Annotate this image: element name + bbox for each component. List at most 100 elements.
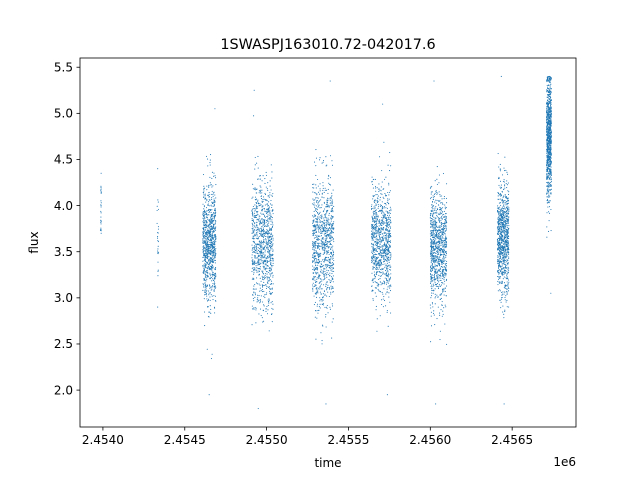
data-point [375, 190, 377, 192]
data-point [439, 238, 442, 240]
data-point [432, 290, 434, 292]
data-point [327, 178, 329, 180]
data-point [269, 217, 271, 219]
data-point [384, 194, 387, 196]
data-point [202, 236, 204, 238]
data-point [322, 217, 324, 219]
data-point [269, 256, 271, 258]
data-point [431, 250, 433, 252]
data-point [260, 195, 262, 198]
data-point [440, 245, 442, 247]
data-point [432, 292, 434, 294]
data-point [214, 234, 216, 236]
data-point [208, 250, 210, 252]
data-point [496, 227, 499, 229]
data-point [386, 259, 389, 261]
data-point [260, 259, 262, 261]
data-point [438, 204, 440, 206]
data-point [259, 254, 261, 256]
data-point [205, 242, 207, 244]
data-point [327, 245, 329, 248]
data-point [267, 250, 269, 253]
data-point [204, 195, 206, 197]
data-point [272, 303, 274, 305]
data-point [434, 270, 436, 272]
data-point [320, 228, 322, 231]
data-point [100, 191, 102, 193]
data-point [371, 215, 373, 217]
data-point [444, 206, 446, 208]
data-point [264, 238, 267, 240]
data-point [374, 199, 376, 201]
data-point [372, 226, 374, 228]
data-point [372, 237, 374, 239]
data-point [439, 330, 441, 332]
data-point [324, 217, 326, 219]
data-point [253, 235, 256, 237]
data-point [255, 237, 257, 239]
data-point [157, 240, 159, 242]
data-point [271, 287, 273, 289]
data-point [390, 312, 392, 314]
data-point [212, 245, 214, 247]
data-point [210, 269, 212, 271]
data-point [432, 257, 434, 259]
data-point [204, 276, 206, 278]
data-point [380, 259, 382, 261]
data-point [443, 213, 445, 215]
data-point [314, 209, 316, 211]
data-point [270, 264, 272, 266]
data-point [330, 236, 332, 238]
data-point [382, 239, 385, 241]
data-point [204, 284, 206, 286]
data-point [270, 269, 272, 272]
data-point [209, 299, 211, 301]
data-point [259, 284, 261, 286]
data-point [505, 197, 507, 199]
data-point [211, 254, 213, 256]
data-point [500, 227, 502, 229]
data-point [270, 262, 272, 264]
data-point [499, 180, 502, 182]
data-point [267, 301, 270, 303]
data-point [383, 188, 385, 190]
data-point [260, 240, 262, 242]
data-point [202, 266, 204, 268]
data-point [257, 256, 259, 258]
data-point [214, 228, 216, 230]
data-point [269, 203, 272, 205]
data-point [316, 303, 319, 305]
data-point [445, 236, 447, 239]
data-point [266, 224, 268, 226]
data-point [253, 291, 255, 293]
data-point [214, 222, 216, 224]
data-point [204, 311, 206, 313]
data-point [213, 261, 215, 263]
data-point [387, 247, 389, 249]
data-point [376, 267, 378, 269]
data-point [377, 242, 379, 245]
data-point [252, 260, 254, 262]
data-point [212, 242, 214, 244]
data-point [373, 251, 375, 254]
data-point [384, 263, 386, 265]
data-point [439, 279, 441, 281]
data-point [157, 306, 159, 308]
data-point [259, 302, 261, 304]
data-point [211, 248, 213, 250]
data-point [254, 187, 256, 189]
data-point [264, 232, 266, 235]
data-point [372, 214, 374, 216]
data-point [384, 266, 386, 268]
data-point [373, 220, 375, 222]
data-point [263, 267, 265, 269]
data-point [251, 257, 253, 259]
data-point [314, 246, 316, 248]
data-point [444, 233, 446, 235]
data-point [329, 306, 331, 308]
data-point [507, 285, 509, 287]
data-point [437, 274, 439, 276]
data-point [259, 224, 261, 226]
data-point [375, 253, 377, 255]
data-point [325, 189, 328, 191]
